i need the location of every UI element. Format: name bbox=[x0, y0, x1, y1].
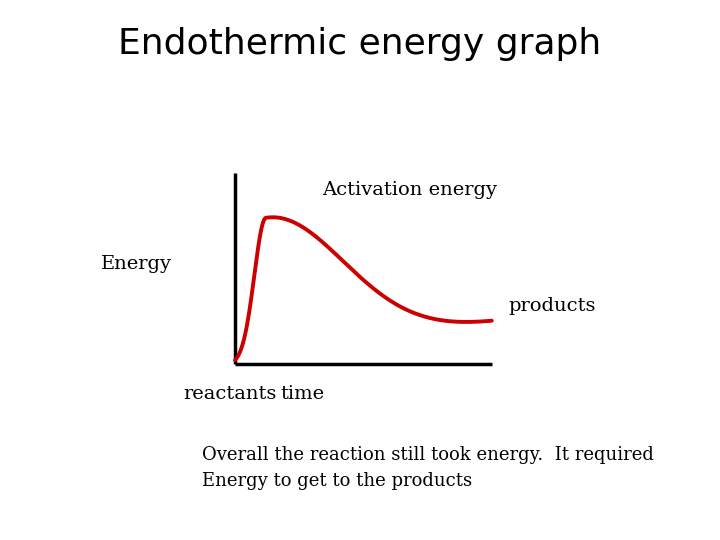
Text: Activation energy: Activation energy bbox=[322, 181, 497, 199]
Text: time: time bbox=[280, 385, 324, 403]
Text: Endothermic energy graph: Endothermic energy graph bbox=[118, 27, 602, 61]
Text: Overall the reaction still took energy.  It required: Overall the reaction still took energy. … bbox=[202, 446, 654, 463]
Text: Energy: Energy bbox=[101, 255, 172, 273]
Text: reactants: reactants bbox=[183, 385, 276, 403]
Text: products: products bbox=[508, 297, 596, 315]
Text: Energy to get to the products: Energy to get to the products bbox=[202, 472, 472, 490]
